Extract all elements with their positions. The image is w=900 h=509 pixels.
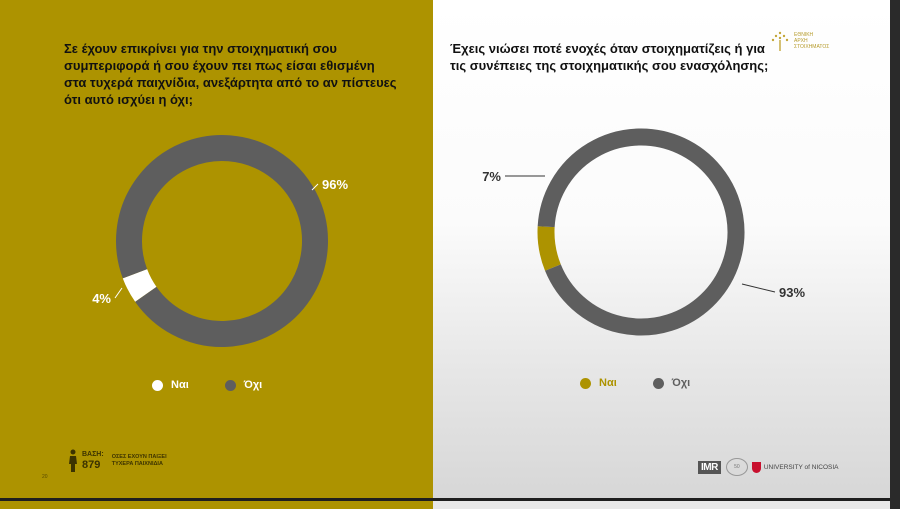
slide — [0, 0, 890, 498]
slice-Όχι — [537, 128, 745, 336]
shield-icon — [751, 461, 761, 473]
circle-logo-icon: 50 — [725, 458, 748, 476]
legend-2: Ναι Όχι — [580, 377, 726, 389]
data-label: 96% — [322, 177, 348, 192]
data-label: 4% — [92, 291, 111, 306]
legend-item: Όχι — [652, 377, 691, 389]
legend-label: Ναι — [599, 377, 617, 389]
data-label: 93% — [779, 285, 805, 300]
left-panel — [0, 0, 433, 498]
legend-item: Ναι — [580, 377, 617, 389]
legend-item: Όχι — [224, 379, 263, 391]
person-icon — [69, 449, 77, 472]
base-value: 879 — [82, 459, 101, 471]
logo-text-1: ΕΘΝΙΚΗ — [794, 32, 814, 38]
legend-swatch — [224, 379, 236, 391]
next-slide-strip — [0, 498, 890, 509]
data-label: 7% — [482, 169, 501, 184]
slice-Όχι — [116, 135, 328, 347]
legend-item: Ναι — [152, 379, 189, 391]
legend-swatch — [652, 377, 664, 389]
footer-logos: IMR 50 UNIVERSITY of NICOSIA — [698, 458, 839, 476]
base-label: ΒΑΣΗ: — [82, 451, 104, 458]
legend-label: Όχι — [671, 377, 691, 389]
imr-logo: IMR — [698, 460, 721, 474]
legend-label: Ναι — [171, 379, 189, 391]
base-description: ΟΣΕΣ ΕΧΟΥΝ ΠΑΙΞΕΙ ΤΥΧΕΡΑ ΠΑΙΧΝΙΔΙΑ — [111, 454, 167, 467]
slice-Ναι — [122, 268, 157, 302]
unic-logo-text: UNIVERSITY of NICOSIA — [763, 463, 839, 471]
legend-swatch — [152, 379, 163, 391]
unic-logo: UNIVERSITY of NICOSIA — [751, 461, 839, 473]
eas-logo-icon — [771, 31, 789, 51]
legend-label: Όχι — [243, 379, 263, 391]
base-info: ΒΑΣΗ: 879 ΟΣΕΣ ΕΧΟΥΝ ΠΑΙΞΕΙ ΤΥΧΕΡΑ ΠΑΙΧΝ… — [68, 449, 182, 473]
donut-chart-1: 4% 96% — [92, 135, 348, 347]
page-number: 20 — [42, 474, 48, 480]
legend-1: Ναι Όχι — [152, 379, 298, 391]
leader-line — [741, 283, 776, 293]
logo-text-3: ΣΤΟΙΧΗΜΑΤΟΣ — [794, 44, 830, 50]
leader-line — [311, 183, 319, 191]
leader-line — [114, 287, 123, 299]
donut-chart-2: 7% 93% — [482, 128, 805, 336]
left-question: Σε έχουν επικρίνει για την στοιχηματική … — [64, 41, 397, 107]
right-panel — [433, 0, 890, 498]
slice-Ναι — [537, 226, 561, 271]
right-question: Έχεις νιώσει ποτέ ενοχές όταν στοιχηματί… — [450, 41, 769, 73]
window-edge — [890, 0, 900, 509]
logo-text-2: ΑΡΧΗ — [794, 38, 808, 44]
eas-logo: ΕΘΝΙΚΗ ΑΡΧΗ ΣΤΟΙΧΗΜΑΤΟΣ — [770, 30, 829, 52]
legend-swatch — [580, 377, 591, 389]
